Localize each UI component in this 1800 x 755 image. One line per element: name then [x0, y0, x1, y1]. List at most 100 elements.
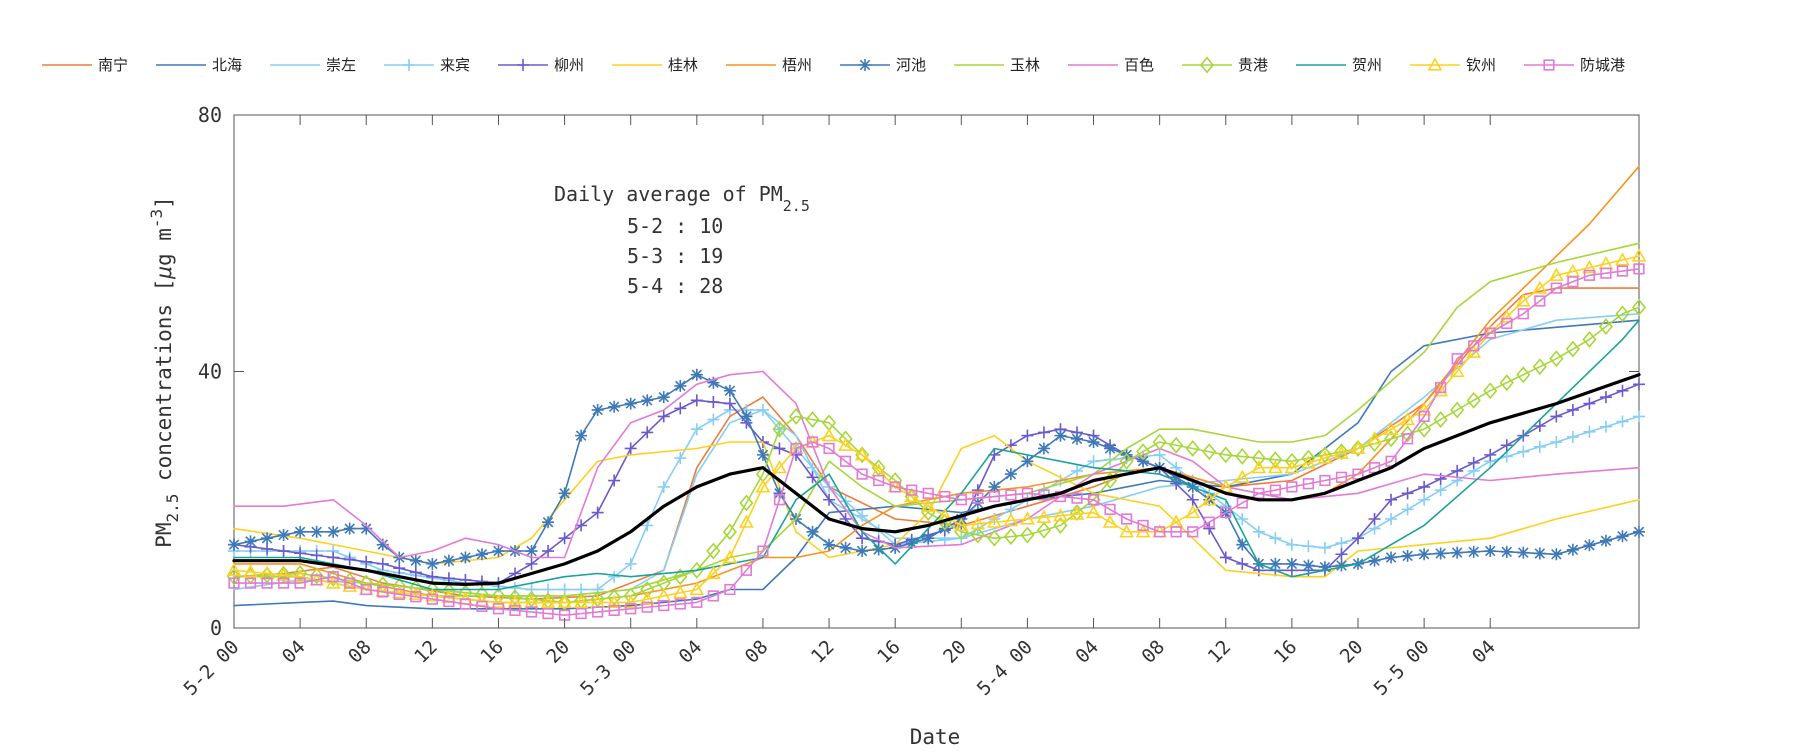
series-marker	[839, 541, 852, 554]
series-marker	[723, 384, 736, 397]
series-marker	[1631, 248, 1647, 262]
legend-label: 河池	[896, 56, 926, 74]
series-marker	[641, 519, 654, 532]
series-marker	[409, 554, 422, 567]
series-marker	[1104, 442, 1117, 455]
x-tick-label: 08	[741, 636, 773, 668]
series-marker	[410, 591, 422, 603]
y-tick-label: 80	[198, 103, 222, 127]
series-marker	[1468, 340, 1480, 352]
series-marker	[1251, 449, 1266, 467]
series-marker	[674, 598, 686, 610]
series-marker	[1202, 443, 1217, 461]
series-marker	[1087, 436, 1100, 449]
series-marker	[1185, 504, 1201, 519]
series-marker	[1021, 455, 1034, 468]
series-marker	[1566, 403, 1579, 416]
series-13	[226, 248, 1647, 608]
series-marker	[1003, 528, 1018, 546]
x-tick-label: 16	[873, 636, 905, 668]
series-marker	[1220, 506, 1232, 519]
series-marker	[244, 535, 257, 548]
series-marker	[276, 565, 291, 583]
series-marker	[1418, 480, 1431, 493]
series-marker	[790, 442, 802, 455]
series-marker	[1071, 464, 1083, 477]
series-marker	[691, 596, 703, 608]
series-marker	[970, 516, 986, 530]
series-marker	[292, 569, 308, 583]
series-marker	[1467, 545, 1480, 558]
series-marker	[608, 474, 621, 487]
series-marker	[1533, 547, 1546, 560]
series-marker	[856, 545, 869, 558]
series-marker	[1533, 440, 1546, 453]
series-marker	[1037, 442, 1050, 455]
series-marker	[1087, 494, 1100, 506]
series-marker	[658, 599, 670, 612]
series-marker	[1433, 383, 1449, 397]
series-marker	[922, 532, 935, 545]
series-marker	[1400, 411, 1415, 426]
series-marker	[690, 394, 703, 407]
series-marker	[1218, 446, 1233, 464]
series-marker	[1599, 391, 1612, 404]
series-marker	[1566, 430, 1579, 443]
legend-label: 北海	[212, 56, 242, 74]
series-marker	[1318, 561, 1331, 574]
series-marker	[491, 594, 506, 608]
series-marker	[1583, 425, 1596, 438]
series-marker	[1069, 506, 1085, 520]
series-marker	[722, 549, 738, 564]
series-marker	[1548, 267, 1564, 281]
series-marker	[1483, 382, 1498, 400]
series-8	[228, 368, 1645, 574]
series-line	[233, 287, 1640, 600]
series-marker	[856, 532, 869, 545]
series-marker	[1187, 526, 1199, 538]
series-average	[232, 373, 1641, 587]
series-marker	[806, 436, 819, 448]
series-marker	[922, 487, 934, 499]
series-marker	[325, 575, 341, 589]
series-marker	[1599, 534, 1612, 547]
series-marker	[639, 591, 655, 605]
series-marker	[1005, 489, 1017, 501]
series-marker	[839, 455, 852, 467]
series-marker	[492, 603, 505, 615]
series-marker	[722, 523, 737, 541]
series-marker	[1201, 492, 1217, 506]
x-tick-label: 5-4 00	[973, 636, 1037, 700]
series-marker	[757, 545, 769, 557]
series-marker	[1598, 318, 1613, 336]
series-marker	[591, 403, 604, 416]
series-marker	[1268, 451, 1283, 469]
series-marker	[1087, 455, 1100, 468]
series-marker	[277, 529, 290, 542]
series-marker	[592, 606, 604, 618]
series-marker	[1417, 420, 1432, 438]
series-marker	[525, 545, 538, 558]
series-marker	[1616, 415, 1629, 428]
series-marker	[674, 402, 687, 415]
series-marker	[1582, 259, 1597, 274]
series-marker	[575, 607, 587, 620]
series-marker	[1252, 525, 1265, 538]
series-marker	[1582, 330, 1597, 348]
series-marker	[705, 565, 721, 580]
series-marker	[1219, 551, 1232, 564]
series-marker	[821, 427, 837, 442]
series-marker	[1533, 420, 1546, 433]
series-marker	[244, 577, 257, 589]
series-marker	[459, 598, 472, 610]
series-marker	[988, 480, 1001, 493]
y-label-unit: g m	[152, 228, 176, 266]
series-marker	[674, 452, 687, 465]
series-marker	[1583, 397, 1596, 410]
x-tick-label: 12	[1204, 636, 1236, 668]
series-marker	[590, 590, 605, 608]
series-marker	[1616, 265, 1629, 277]
series-marker	[1319, 474, 1331, 487]
series-marker	[509, 604, 521, 616]
x-tick-label: 12	[807, 636, 839, 668]
